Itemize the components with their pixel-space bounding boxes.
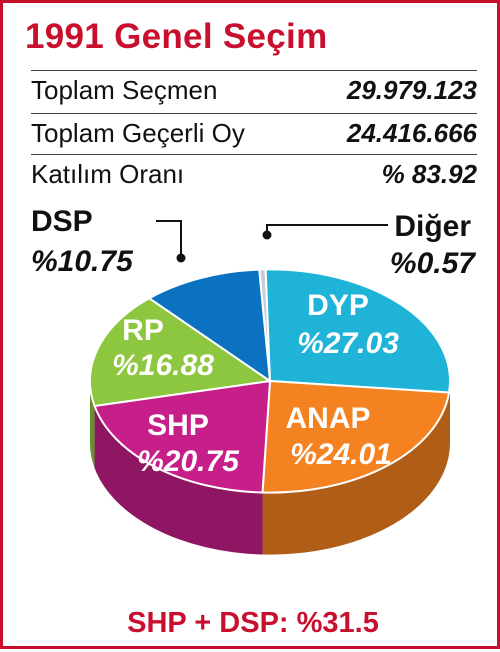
- slice-value-dyp: %27.03: [297, 327, 399, 360]
- slice-value-diger: %0.57: [390, 247, 476, 280]
- stat-label: Toplam Geçerli Oy: [31, 117, 245, 148]
- slice-name-rp: RP: [122, 314, 164, 347]
- slice-value-rp: %16.88: [112, 349, 214, 382]
- slice-name-dyp: DYP: [307, 289, 369, 322]
- leader-line-diger: [266, 224, 388, 235]
- pie-slice-shp: [93, 379, 272, 494]
- slice-value-shp: %20.75: [137, 445, 240, 478]
- pie-side-dyp: [449, 381, 450, 455]
- pie-slice-anap: [261, 379, 451, 494]
- slice-name-anap: ANAP: [285, 402, 370, 435]
- page-title: 1991 Genel Seçim: [25, 17, 328, 56]
- summary-footer: SHP + DSP: %31.5: [127, 607, 379, 639]
- stat-row-valid-votes: Toplam Geçerli Oy 24.416.666: [31, 113, 477, 152]
- pie-slice-dsp: [147, 268, 272, 384]
- slice-name-diger: Diğer: [394, 210, 471, 243]
- slice-name-dsp: DSP: [31, 205, 93, 238]
- leader-dot-dsp: [176, 253, 186, 263]
- pie-chart: DYP %27.03 ANAP%24.01 SHP%20.75 RP%16.88 DSP%…: [31, 205, 476, 555]
- slice-value-dsp: %10.75: [31, 245, 134, 278]
- stat-value: 29.979.123: [346, 74, 477, 105]
- stat-label: Katılım Oranı: [31, 158, 185, 189]
- pie-side-shp: [94, 405, 263, 555]
- leader-line-dsp: [156, 220, 182, 258]
- pie-slice-dyp: [264, 268, 451, 394]
- leader-dot-diger: [262, 230, 272, 240]
- slice-value-anap: %24.01: [290, 438, 392, 471]
- stat-row-turnout: Katılım Oranı % 83.92: [31, 154, 477, 193]
- stat-row-total-voters: Toplam Seçmen 29.979.123: [31, 70, 477, 109]
- stat-value: 24.416.666: [346, 117, 477, 148]
- slice-name-shp: SHP: [147, 409, 209, 442]
- stat-label: Toplam Seçmen: [31, 74, 218, 105]
- pie-slice-rp: [89, 297, 273, 408]
- stat-value: % 83.92: [381, 158, 477, 189]
- pie-side-anap: [262, 392, 450, 555]
